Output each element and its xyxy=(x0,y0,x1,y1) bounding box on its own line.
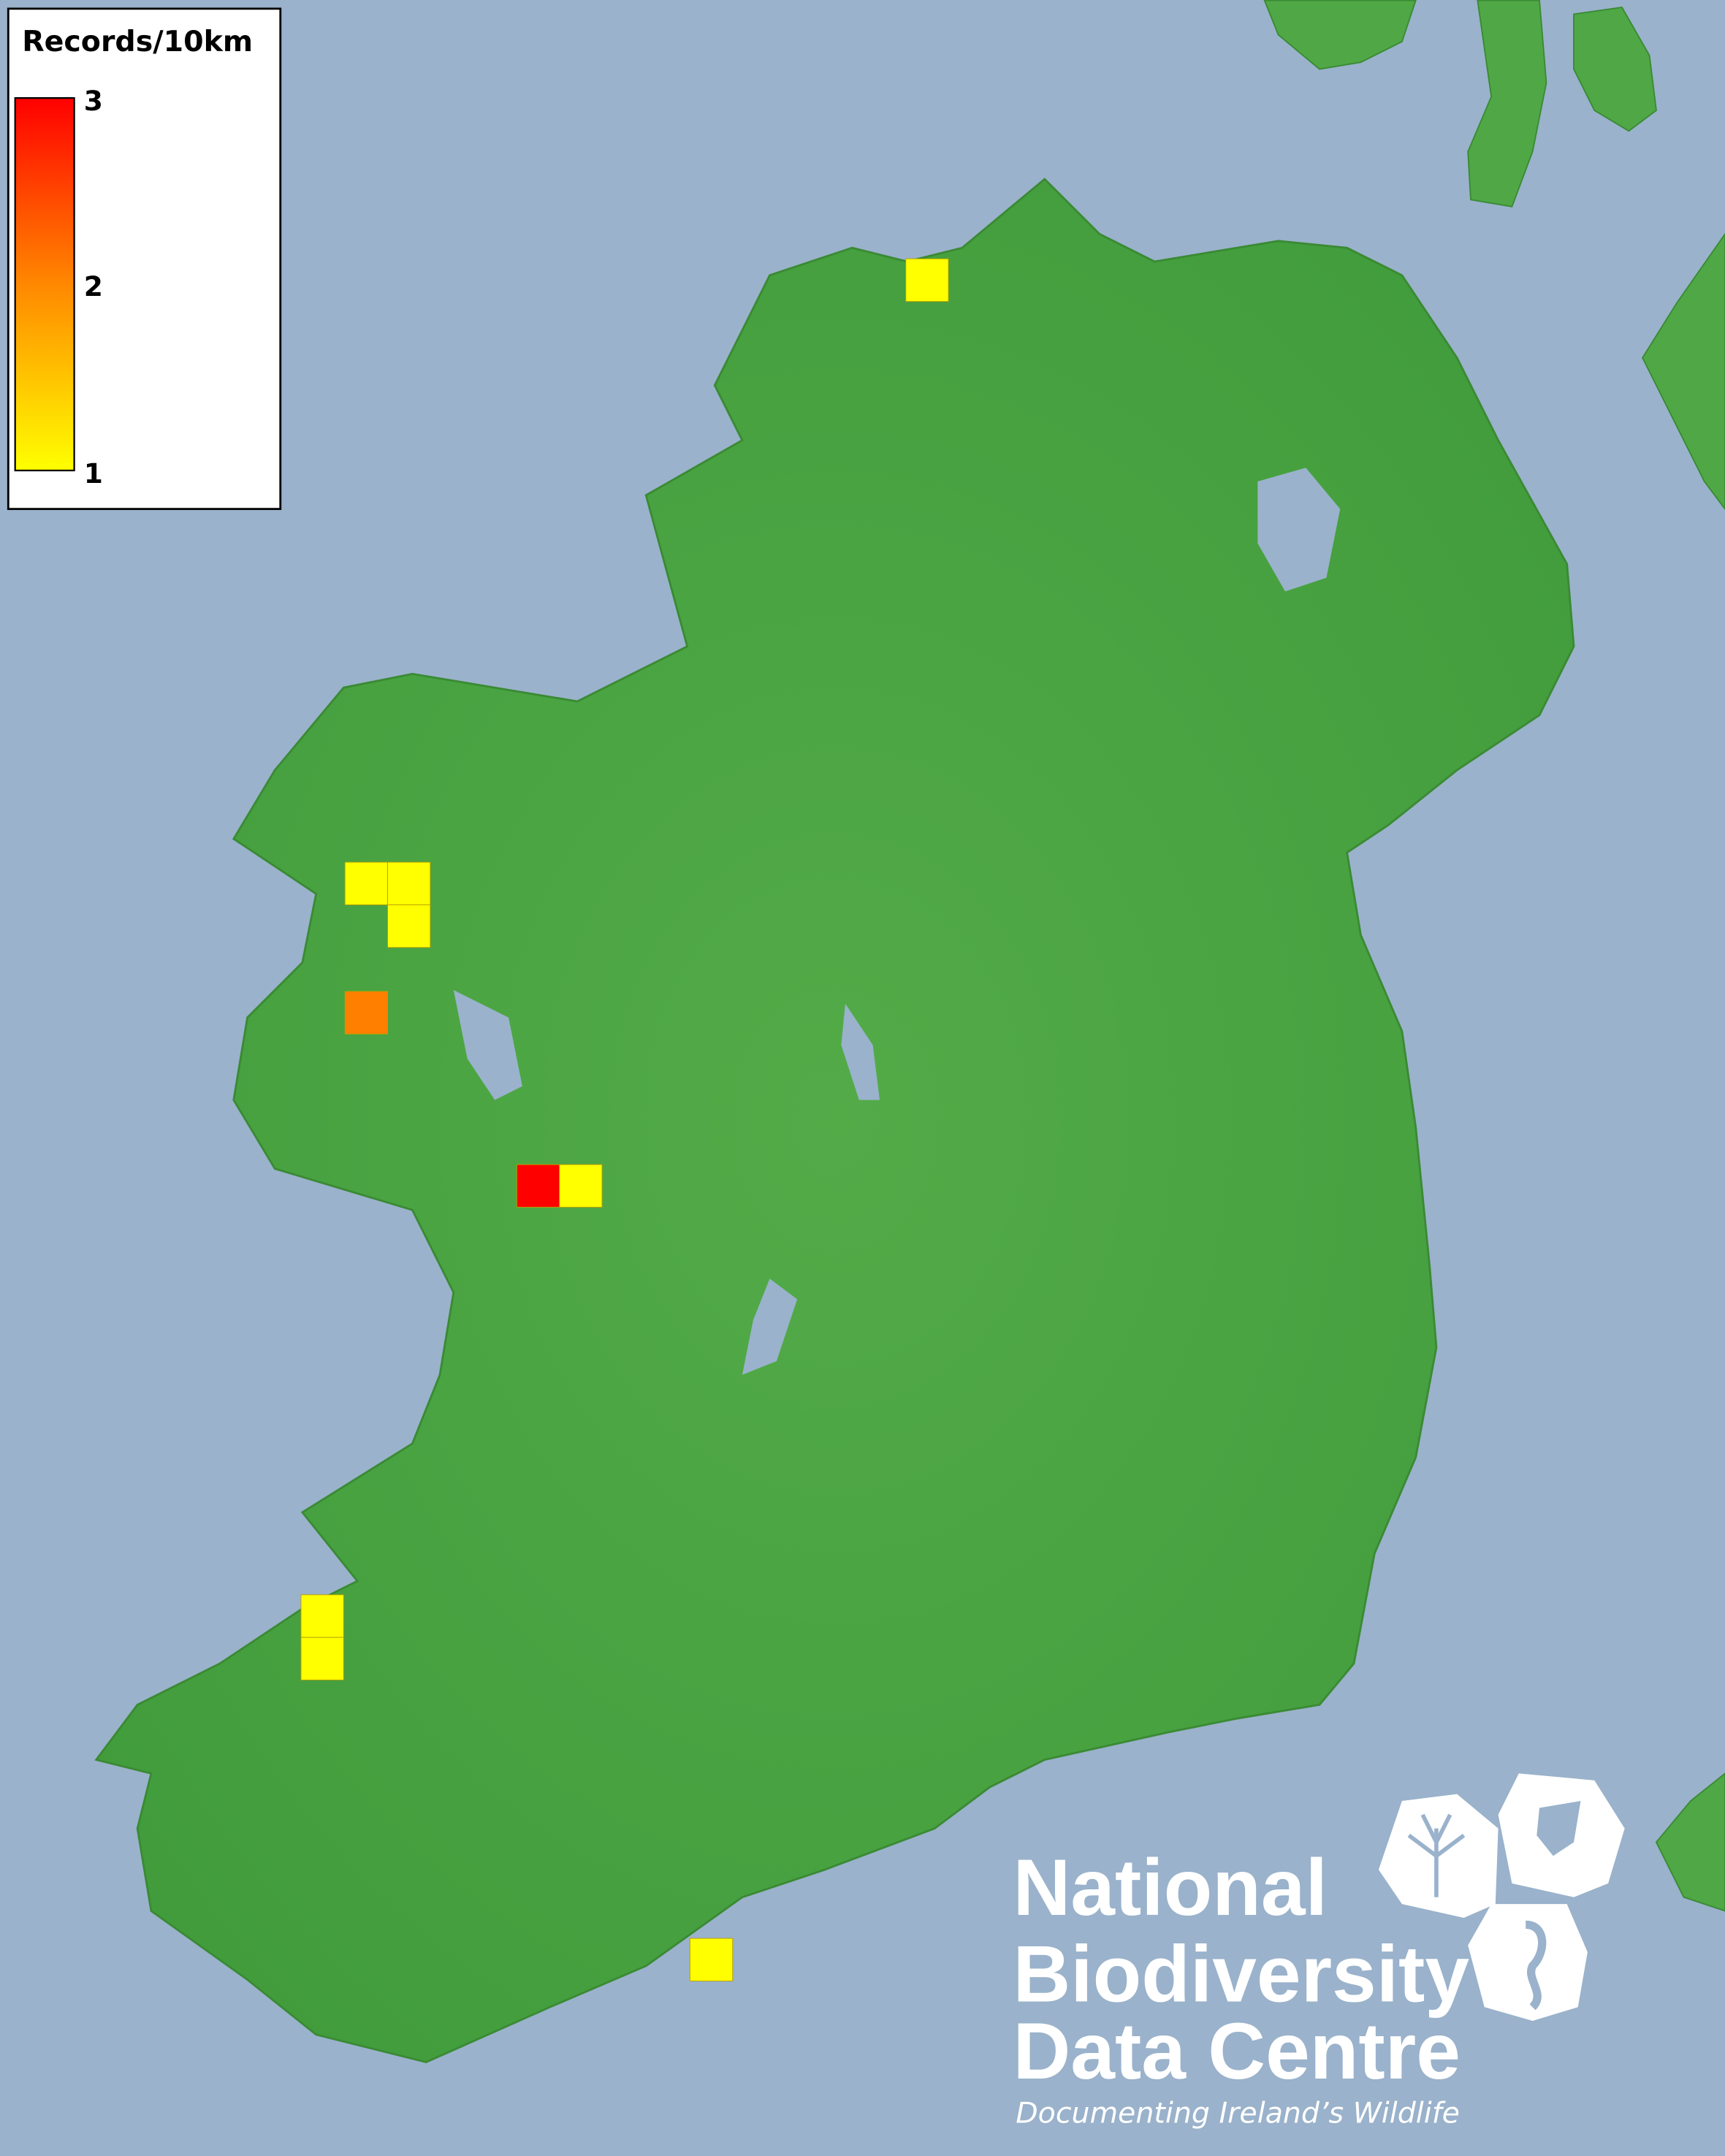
record-square[interactable] xyxy=(387,861,431,905)
lough-derg xyxy=(742,1279,798,1375)
record-square[interactable] xyxy=(516,1164,560,1208)
legend: Records/10km 3 2 1 xyxy=(7,7,282,511)
lough-corrib xyxy=(453,990,522,1100)
record-square[interactable] xyxy=(387,904,431,948)
record-square[interactable] xyxy=(905,258,949,302)
lakes xyxy=(453,468,1341,1375)
logo-line-1: National xyxy=(1013,1843,1327,1932)
logo-line-2: Biodiversity xyxy=(1013,1930,1469,2019)
record-square[interactable] xyxy=(344,991,388,1035)
logo-line-3: Data Centre xyxy=(1013,2007,1460,2096)
legend-min-label: 1 xyxy=(84,457,103,490)
ireland-landmass xyxy=(94,178,1575,2063)
seahorse-icon xyxy=(1525,1920,1547,2011)
record-square[interactable] xyxy=(559,1164,603,1208)
butterfly-icon xyxy=(1536,1801,1581,1856)
scotland-landmass xyxy=(1263,0,1725,1912)
legend-title: Records/10km xyxy=(22,25,253,58)
record-square[interactable] xyxy=(300,1637,344,1680)
logo-tagline: Documenting Ireland’s Wildlife xyxy=(1016,2096,1460,2130)
tree-icon xyxy=(1407,1813,1466,1897)
lough-ree xyxy=(841,1003,880,1100)
seahorse-hexagon-icon xyxy=(1468,1904,1588,2022)
record-square[interactable] xyxy=(300,1594,344,1638)
record-square[interactable] xyxy=(344,861,388,905)
record-square[interactable] xyxy=(689,1938,734,1981)
legend-max-label: 3 xyxy=(84,85,103,117)
legend-color-bar xyxy=(14,97,75,472)
lough-neagh xyxy=(1257,468,1341,592)
nbdc-logo: National Biodiversity Data Centre Docume… xyxy=(1013,1773,1625,2130)
legend-mid-label: 2 xyxy=(84,270,103,302)
record-squares xyxy=(300,258,949,1981)
